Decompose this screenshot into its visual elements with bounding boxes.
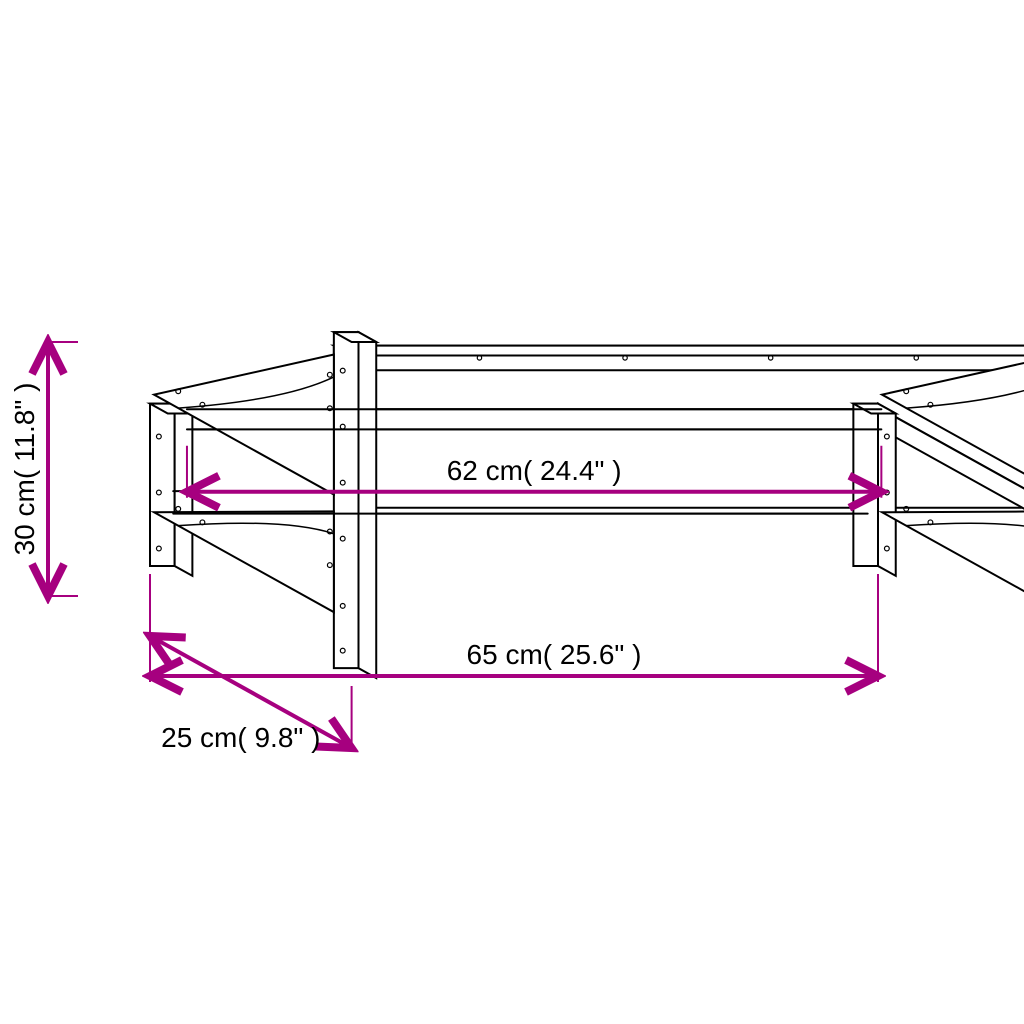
technical-drawing: 30 cm( 11.8" ) 25 cm( 9.8" ) 62 cm( 24.4" … xyxy=(0,0,1024,1024)
dim-height-label: 30 cm( 11.8" ) xyxy=(9,383,40,556)
dim-shelf-width-label: 62 cm( 24.4" ) xyxy=(447,455,622,486)
shelf-product xyxy=(150,332,1024,678)
dimension-annotations: 30 cm( 11.8" ) 25 cm( 9.8" ) 62 cm( 24.4" … xyxy=(9,342,881,753)
dim-overall-width-label: 65 cm( 25.6" ) xyxy=(467,639,642,670)
dim-depth-label: 25 cm( 9.8" ) xyxy=(161,722,320,753)
